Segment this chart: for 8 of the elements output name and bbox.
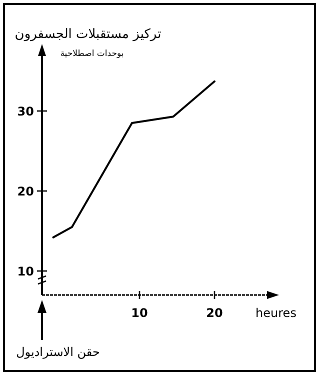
text: حقن الاستراديول [16,345,100,359]
line-series [52,80,216,238]
chart-subtitle: بوحدات اصطلاحية [60,49,124,59]
chart-title: تركيز مستقبلات الجسفرون [14,27,162,42]
x-axis-title: heures [256,306,296,320]
y-tick-label: 30 [17,104,34,118]
y-tick-label: 20 [17,184,34,198]
y-tick-label: 10 [17,264,34,278]
